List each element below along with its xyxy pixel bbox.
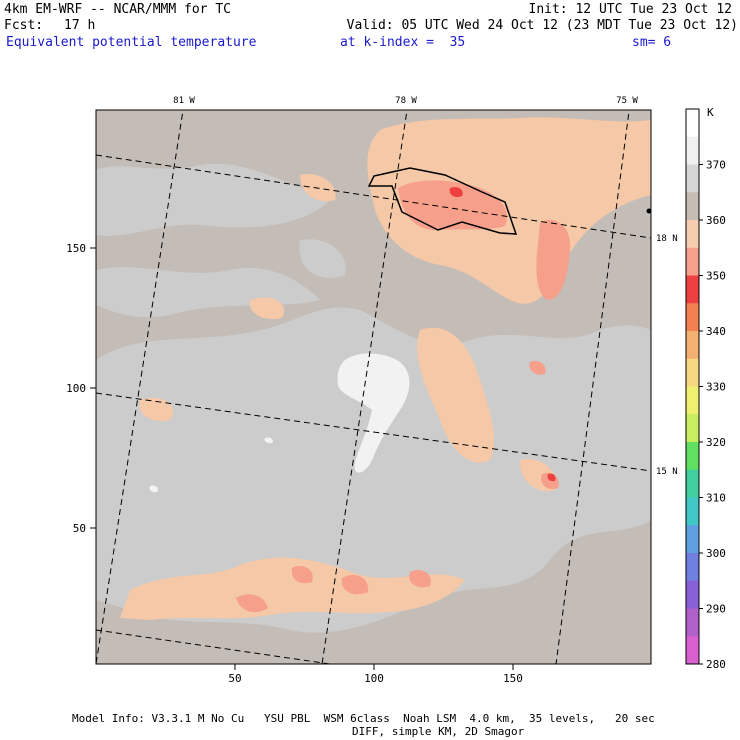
legend-swatch <box>686 331 699 360</box>
legend-swatch <box>686 442 699 471</box>
valid-time: Valid: 05 UTC Wed 24 Oct 12 (23 MDT Tue … <box>346 18 738 33</box>
legend-swatch <box>686 358 699 387</box>
legend-label: 340 <box>706 325 726 338</box>
smoothing: sm= 6 <box>632 35 672 50</box>
map-field <box>96 110 651 664</box>
outlined-region <box>367 167 518 235</box>
lat-lon-grid <box>96 110 651 664</box>
legend-label: 320 <box>706 436 726 449</box>
legend-swatch <box>686 414 699 443</box>
legend-swatch <box>686 525 699 554</box>
lon-label-81w: 81 W <box>173 96 195 106</box>
legend-label: 300 <box>706 547 726 560</box>
station-marker <box>646 208 651 214</box>
legend-swatch <box>686 386 699 415</box>
white-plume <box>149 353 410 493</box>
legend-swatch <box>686 220 699 249</box>
model-info: Model Info: V3.3.1 M No Cu YSU PBL WSM 6… <box>72 712 655 725</box>
legend-swatch <box>686 247 699 276</box>
legend-swatch <box>686 608 699 637</box>
legend-swatch <box>686 553 699 582</box>
legend-label: 330 <box>706 381 726 394</box>
legend-labels: 370 360 350 340 330 320 310 300 290 280 <box>699 159 726 671</box>
model-info-physics: DIFF, simple KM, 2D Smagor <box>352 725 525 738</box>
lon-label-78w: 78 W <box>395 96 417 106</box>
legend-unit: K <box>707 106 714 119</box>
model-title: 4km EM-WRF -- NCAR/MMM for TC <box>4 2 231 17</box>
legend-label: 360 <box>706 214 726 227</box>
legend-label: 370 <box>706 159 726 172</box>
legend-swatch <box>686 109 699 138</box>
legend-label: 290 <box>706 603 726 616</box>
x-tick-100: 100 <box>364 672 384 685</box>
forecast-hour: 17 h <box>64 18 96 33</box>
legend-swatch <box>686 303 699 332</box>
legend-swatches <box>686 109 699 665</box>
salmon-regions <box>236 180 571 613</box>
init-time: Init: 12 UTC Tue 23 Oct 12 <box>528 2 733 17</box>
legend-swatch <box>686 469 699 498</box>
red-cores <box>449 187 556 482</box>
legend-swatch <box>686 164 699 193</box>
legend-label: 350 <box>706 270 726 283</box>
legend-label: 280 <box>706 658 726 671</box>
axis-ticks <box>90 247 514 670</box>
lat-label-15n: 15 N <box>656 467 678 477</box>
y-tick-50: 50 <box>73 522 86 535</box>
grey-regions <box>96 163 651 633</box>
level-index: at k-index = 35 <box>340 35 466 50</box>
forecast-label: Fcst: <box>4 18 44 33</box>
legend-swatch <box>686 192 699 221</box>
legend-swatch <box>686 136 699 165</box>
y-tick-100: 100 <box>66 382 86 395</box>
color-legend: K 370 360 350 340 330 320 310 300 290 280 <box>685 106 726 671</box>
legend-label: 310 <box>706 492 726 505</box>
legend-swatch <box>686 636 699 665</box>
tan-regions <box>120 117 651 620</box>
x-tick-150: 150 <box>503 672 523 685</box>
lon-label-75w: 75 W <box>616 96 638 106</box>
lat-label-18n: 18 N <box>656 234 678 244</box>
x-tick-50: 50 <box>228 672 241 685</box>
y-tick-150: 150 <box>66 242 86 255</box>
field-name: Equivalent potential temperature <box>6 35 257 50</box>
legend-swatch <box>686 497 699 526</box>
legend-swatch <box>686 580 699 609</box>
legend-swatch <box>686 275 699 304</box>
